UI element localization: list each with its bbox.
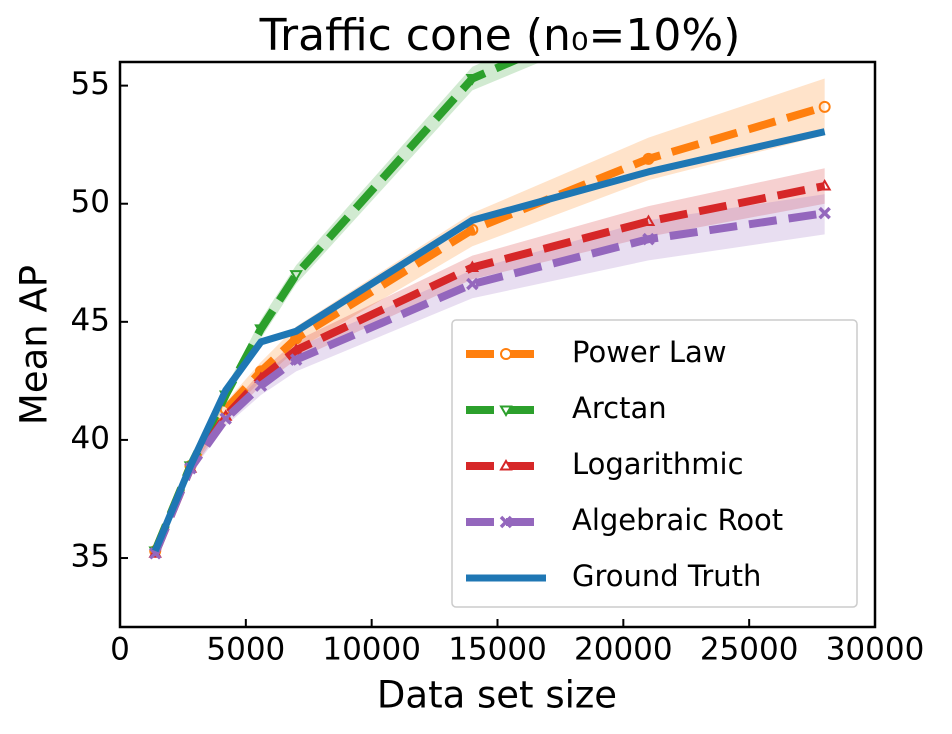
marker xyxy=(642,232,655,246)
marker xyxy=(219,412,232,425)
marker xyxy=(466,223,479,236)
marker xyxy=(499,515,513,529)
marker xyxy=(817,179,832,191)
legend-label: Arctan xyxy=(572,391,667,425)
y-tick-label: 35 xyxy=(71,539,110,575)
marker xyxy=(466,277,479,291)
x-tick-label: 10000 xyxy=(322,632,421,668)
marker xyxy=(499,405,513,417)
marker xyxy=(289,353,303,366)
legend-label: Algebraic Root xyxy=(572,503,783,537)
x-tick-label: 0 xyxy=(110,632,130,668)
legend-label: Power Law xyxy=(572,335,727,369)
series-line xyxy=(151,128,826,553)
marker xyxy=(289,270,303,282)
marker xyxy=(465,74,480,86)
y-tick-label: 55 xyxy=(71,66,110,102)
y-axis-label: Mean AP xyxy=(13,265,56,425)
marker xyxy=(818,100,831,113)
marker xyxy=(289,343,303,355)
x-axis-label: Data set size xyxy=(377,674,617,717)
legend-label: Ground Truth xyxy=(572,559,761,593)
error-band xyxy=(155,168,825,559)
legend-label: Logarithmic xyxy=(572,447,744,481)
x-tick-label: 5000 xyxy=(206,632,285,668)
marker xyxy=(500,348,512,360)
marker xyxy=(644,0,654,8)
y-tick-label: 45 xyxy=(71,302,110,338)
chart-title: Traffic cone (n₀=10%) xyxy=(259,10,741,61)
x-tick-label: 25000 xyxy=(700,632,799,668)
x-tick-label: 15000 xyxy=(448,632,547,668)
x-tick-label: 20000 xyxy=(574,632,673,668)
marker xyxy=(818,206,831,220)
marker xyxy=(465,260,480,272)
marker xyxy=(642,152,655,165)
marker xyxy=(499,459,513,471)
x-tick-label: 30000 xyxy=(826,632,925,668)
marker xyxy=(254,324,268,336)
y-tick-label: 40 xyxy=(71,420,110,456)
plot-area xyxy=(148,0,832,560)
marker xyxy=(641,214,656,226)
y-tick-label: 50 xyxy=(71,184,110,220)
legend xyxy=(451,319,858,608)
marker xyxy=(254,379,268,392)
